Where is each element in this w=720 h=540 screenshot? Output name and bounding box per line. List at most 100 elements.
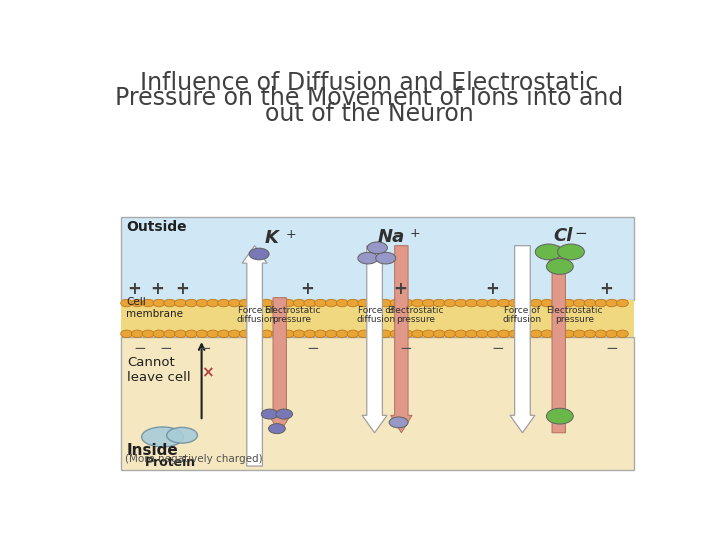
Ellipse shape (239, 330, 251, 338)
Ellipse shape (121, 330, 132, 338)
Ellipse shape (271, 299, 284, 307)
Ellipse shape (250, 330, 262, 338)
Text: Electrostatic: Electrostatic (264, 307, 320, 315)
Ellipse shape (423, 330, 434, 338)
Ellipse shape (498, 330, 510, 338)
Ellipse shape (389, 417, 408, 428)
Text: +: + (392, 280, 407, 298)
FancyArrow shape (510, 246, 535, 433)
Ellipse shape (325, 299, 337, 307)
Text: −: − (134, 341, 147, 356)
Ellipse shape (606, 299, 618, 307)
Text: pressure: pressure (396, 315, 435, 324)
Ellipse shape (269, 424, 285, 434)
Text: +: + (410, 227, 420, 240)
Ellipse shape (487, 299, 499, 307)
Ellipse shape (132, 299, 143, 307)
Bar (121, 217, 634, 300)
Ellipse shape (573, 299, 585, 307)
Ellipse shape (535, 244, 562, 260)
Text: out of the Neuron: out of the Neuron (265, 102, 473, 126)
Ellipse shape (196, 330, 208, 338)
Text: −: − (159, 341, 171, 356)
Text: Na: Na (377, 228, 405, 246)
Ellipse shape (376, 252, 396, 264)
Ellipse shape (606, 330, 618, 338)
Ellipse shape (531, 299, 542, 307)
Text: −: − (491, 341, 504, 356)
Text: (More negatively charged): (More negatively charged) (125, 454, 263, 463)
Ellipse shape (293, 299, 305, 307)
Ellipse shape (239, 299, 251, 307)
Ellipse shape (336, 299, 348, 307)
Ellipse shape (369, 299, 380, 307)
Text: Electrostatic: Electrostatic (387, 307, 444, 315)
Ellipse shape (164, 330, 176, 338)
Ellipse shape (487, 330, 499, 338)
Ellipse shape (347, 299, 359, 307)
Text: +: + (175, 280, 189, 298)
Ellipse shape (509, 330, 521, 338)
Text: −: − (606, 341, 618, 356)
Ellipse shape (304, 299, 315, 307)
Ellipse shape (433, 299, 445, 307)
Ellipse shape (358, 299, 369, 307)
Ellipse shape (390, 299, 402, 307)
Ellipse shape (132, 330, 143, 338)
Ellipse shape (563, 330, 575, 338)
Ellipse shape (498, 299, 510, 307)
Ellipse shape (444, 299, 456, 307)
Ellipse shape (250, 299, 262, 307)
Text: diffusion: diffusion (503, 315, 542, 324)
Ellipse shape (261, 409, 278, 419)
Text: Electrostatic: Electrostatic (546, 307, 603, 315)
Ellipse shape (261, 299, 273, 307)
Ellipse shape (477, 299, 488, 307)
Ellipse shape (249, 248, 269, 260)
Ellipse shape (455, 299, 467, 307)
Ellipse shape (325, 330, 337, 338)
Ellipse shape (347, 330, 359, 338)
Text: pressure: pressure (272, 315, 312, 324)
Ellipse shape (563, 299, 575, 307)
Ellipse shape (367, 242, 387, 254)
Text: −: − (307, 341, 320, 356)
Text: diffusion: diffusion (356, 315, 395, 324)
Ellipse shape (315, 299, 326, 307)
Text: −: − (399, 341, 412, 356)
Text: pressure: pressure (555, 315, 594, 324)
Ellipse shape (520, 330, 531, 338)
Text: Outside: Outside (126, 220, 187, 234)
Ellipse shape (401, 299, 413, 307)
Ellipse shape (142, 427, 184, 447)
Ellipse shape (520, 299, 531, 307)
Ellipse shape (616, 330, 629, 338)
Ellipse shape (546, 259, 573, 274)
Ellipse shape (185, 330, 197, 338)
FancyArrow shape (391, 246, 412, 433)
Ellipse shape (304, 330, 315, 338)
Ellipse shape (557, 244, 585, 260)
Ellipse shape (412, 330, 423, 338)
Ellipse shape (423, 299, 434, 307)
Ellipse shape (143, 299, 154, 307)
Ellipse shape (315, 330, 326, 338)
Text: ×: × (201, 365, 214, 380)
Ellipse shape (174, 330, 186, 338)
Ellipse shape (196, 299, 208, 307)
Text: Influence of Diffusion and Electrostatic: Influence of Diffusion and Electrostatic (140, 71, 598, 95)
Text: Inside: Inside (126, 443, 178, 458)
Ellipse shape (228, 299, 240, 307)
FancyArrow shape (548, 246, 570, 433)
Ellipse shape (390, 330, 402, 338)
Ellipse shape (153, 330, 165, 338)
Ellipse shape (358, 252, 378, 264)
Ellipse shape (121, 299, 132, 307)
Ellipse shape (455, 330, 467, 338)
Ellipse shape (293, 330, 305, 338)
Ellipse shape (584, 330, 596, 338)
Text: −: − (198, 341, 211, 356)
Ellipse shape (164, 299, 176, 307)
Ellipse shape (271, 330, 284, 338)
Text: +: + (127, 280, 142, 298)
